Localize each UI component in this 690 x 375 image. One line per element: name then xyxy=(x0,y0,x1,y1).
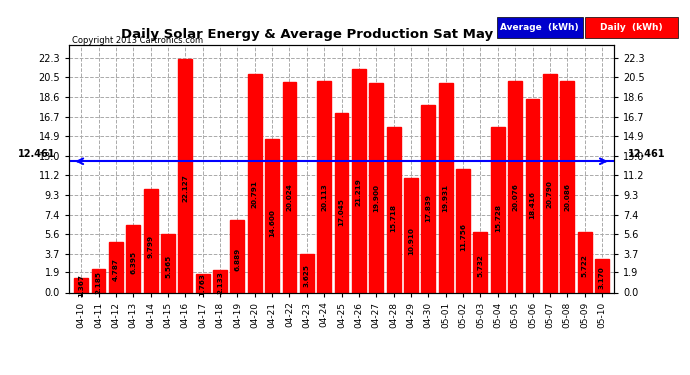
Text: 11.756: 11.756 xyxy=(460,223,466,251)
Text: 5.722: 5.722 xyxy=(582,254,588,277)
Text: 17.045: 17.045 xyxy=(339,198,344,226)
Text: 15.718: 15.718 xyxy=(391,204,397,232)
Bar xyxy=(473,232,487,292)
Bar xyxy=(335,113,348,292)
Text: 17.839: 17.839 xyxy=(425,194,431,222)
Bar xyxy=(509,81,522,292)
Text: 20.790: 20.790 xyxy=(547,180,553,208)
Text: 4.787: 4.787 xyxy=(113,258,119,281)
Bar xyxy=(369,83,383,292)
Text: 1.367: 1.367 xyxy=(78,274,84,297)
Text: 9.799: 9.799 xyxy=(148,234,154,258)
Bar xyxy=(179,60,193,292)
Text: 3.170: 3.170 xyxy=(599,266,605,289)
Text: 6.395: 6.395 xyxy=(130,251,136,274)
Bar xyxy=(282,82,297,292)
Bar xyxy=(352,69,366,292)
Bar xyxy=(92,270,106,292)
Text: 19.931: 19.931 xyxy=(443,184,448,212)
Bar xyxy=(144,189,157,292)
Bar xyxy=(456,169,470,292)
Text: 12.461: 12.461 xyxy=(18,149,55,159)
Bar xyxy=(595,259,609,292)
Bar xyxy=(526,99,540,292)
Bar xyxy=(248,74,262,292)
Text: 12.461: 12.461 xyxy=(628,149,665,159)
Text: 20.086: 20.086 xyxy=(564,183,570,211)
Text: 19.900: 19.900 xyxy=(373,184,380,212)
Text: 15.728: 15.728 xyxy=(495,204,501,232)
Bar xyxy=(126,225,140,292)
Text: 2.133: 2.133 xyxy=(217,271,223,294)
Bar xyxy=(109,242,123,292)
Text: Copyright 2013 Cartronics.com: Copyright 2013 Cartronics.com xyxy=(72,36,204,45)
Text: Daily  (kWh): Daily (kWh) xyxy=(600,23,662,32)
Text: 3.625: 3.625 xyxy=(304,264,310,287)
Bar xyxy=(584,17,678,38)
Bar xyxy=(560,81,574,292)
Bar xyxy=(386,127,401,292)
Text: 1.763: 1.763 xyxy=(199,273,206,296)
Title: Daily Solar Energy & Average Production Sat May 11 05:47: Daily Solar Energy & Average Production … xyxy=(121,28,562,41)
Text: 10.910: 10.910 xyxy=(408,227,414,255)
Bar xyxy=(75,278,88,292)
Bar xyxy=(404,178,418,292)
Bar xyxy=(230,220,244,292)
Bar xyxy=(161,234,175,292)
Bar xyxy=(422,105,435,292)
Bar xyxy=(439,82,453,292)
Text: 2.185: 2.185 xyxy=(95,271,101,294)
Text: 20.024: 20.024 xyxy=(286,184,293,211)
Bar xyxy=(317,81,331,292)
Text: 22.127: 22.127 xyxy=(182,174,188,201)
Text: 20.076: 20.076 xyxy=(512,183,518,211)
Bar xyxy=(265,139,279,292)
Text: 5.732: 5.732 xyxy=(477,254,484,277)
Text: 18.416: 18.416 xyxy=(529,191,535,219)
Text: 21.219: 21.219 xyxy=(356,178,362,206)
Bar xyxy=(213,270,227,292)
Bar xyxy=(300,254,314,292)
Bar xyxy=(578,232,591,292)
Text: 5.565: 5.565 xyxy=(165,255,171,278)
Bar xyxy=(491,127,504,292)
Bar xyxy=(196,274,210,292)
Text: 20.113: 20.113 xyxy=(321,183,327,211)
Text: 14.600: 14.600 xyxy=(269,209,275,237)
Text: Average  (kWh): Average (kWh) xyxy=(500,23,579,32)
Bar xyxy=(497,17,583,38)
Text: 20.791: 20.791 xyxy=(252,180,258,208)
Bar xyxy=(543,74,557,292)
Text: 6.889: 6.889 xyxy=(235,248,240,272)
